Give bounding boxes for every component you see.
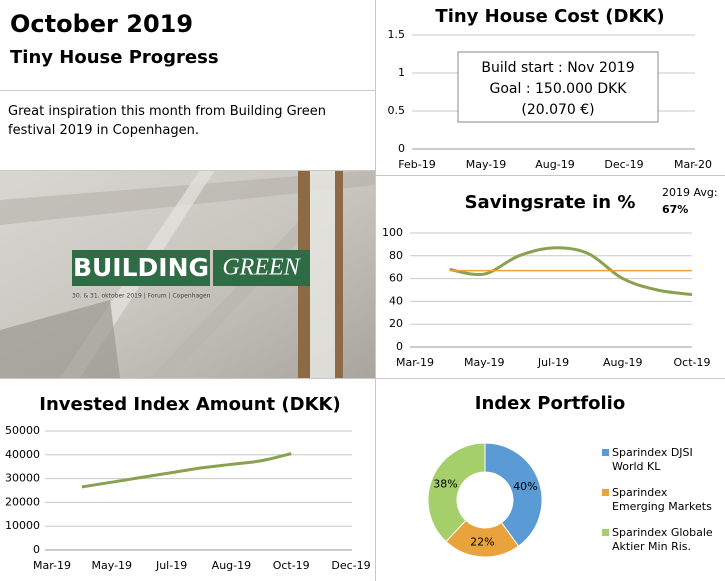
y-tick-label: 40000 — [5, 448, 40, 461]
y-tick-label: 0 — [396, 340, 403, 353]
x-tick-label: Oct-19 — [674, 356, 711, 369]
x-tick-label: Jul-19 — [155, 559, 187, 572]
logo-right: GREEN — [222, 255, 301, 281]
y-tick-label: 20 — [389, 317, 403, 330]
legend-label: Sparindex DJSI World KL — [612, 446, 693, 473]
average-value: 67% — [662, 203, 688, 216]
x-tick-label: Mar-19 — [396, 356, 434, 369]
y-tick-label: 1 — [398, 66, 405, 79]
x-tick-label: Mar-19 — [33, 559, 71, 572]
y-tick-label: 10000 — [5, 519, 40, 532]
pie-slice — [427, 442, 486, 543]
average-label: 2019 Avg: — [662, 186, 718, 199]
slice-label: 40% — [513, 480, 537, 493]
annotation: (20.070 €) — [521, 102, 594, 118]
x-tick-label: Aug-19 — [603, 356, 642, 369]
y-tick-label: 40 — [389, 294, 403, 307]
y-tick-label: 30000 — [5, 472, 40, 485]
chart-title: Index Portfolio — [475, 393, 625, 414]
page-title: October 2019 — [10, 10, 193, 38]
x-tick-label: Feb-19 — [398, 158, 435, 171]
data-line — [449, 246, 693, 297]
legend-label: Sparindex Globale Aktier Min Ris. — [612, 526, 713, 553]
data-line — [81, 452, 292, 489]
annotation: Goal : 150.000 DKK — [490, 81, 628, 97]
legend-label: Sparindex Emerging Markets — [612, 486, 712, 513]
y-tick-label: 60 — [389, 272, 403, 285]
annotation-box — [457, 51, 659, 123]
x-tick-label: May-19 — [466, 158, 507, 171]
slice-label: 38% — [433, 477, 457, 490]
x-tick-label: Aug-19 — [212, 559, 251, 572]
pie-slice — [484, 442, 543, 547]
x-tick-label: Mar-20 — [674, 158, 712, 171]
y-tick-label: 0 — [33, 543, 40, 556]
chart-title: Savingsrate in % — [465, 192, 636, 213]
page-subtitle: Tiny House Progress — [10, 47, 219, 68]
y-tick-label: 80 — [389, 249, 403, 262]
y-tick-label: 20000 — [5, 495, 40, 508]
x-tick-label: May-19 — [92, 559, 133, 572]
x-tick-label: Jul-19 — [537, 356, 569, 369]
x-tick-label: Dec-19 — [604, 158, 643, 171]
annotation: Build start : Nov 2019 — [481, 60, 634, 76]
y-tick-label: 50000 — [5, 424, 40, 437]
logo-caption: 30. & 31. oktober 2019 | Forum | Copenha… — [72, 293, 211, 300]
x-tick-label: May-19 — [464, 356, 505, 369]
legend-swatch — [602, 529, 609, 536]
festival-image: BUILDING GREEN 30. & 31. oktober 2019 | … — [0, 170, 375, 378]
chart-title: Tiny House Cost (DKK) — [435, 6, 664, 27]
slice-label: 22% — [470, 535, 494, 548]
x-tick-label: Oct-19 — [273, 559, 310, 572]
y-tick-label: 1.5 — [388, 28, 406, 41]
y-tick-label: 0.5 — [388, 104, 406, 117]
x-tick-label: Dec-19 — [331, 559, 370, 572]
chart-title: Invested Index Amount (DKK) — [39, 394, 340, 415]
legend-swatch — [602, 449, 609, 456]
description: Great inspiration this month from Buildi… — [8, 104, 326, 138]
x-tick-label: Aug-19 — [535, 158, 574, 171]
y-tick-label: 0 — [398, 142, 405, 155]
legend-swatch — [602, 489, 609, 496]
y-tick-label: 100 — [382, 226, 403, 239]
logo-left: BUILDING — [73, 253, 209, 282]
